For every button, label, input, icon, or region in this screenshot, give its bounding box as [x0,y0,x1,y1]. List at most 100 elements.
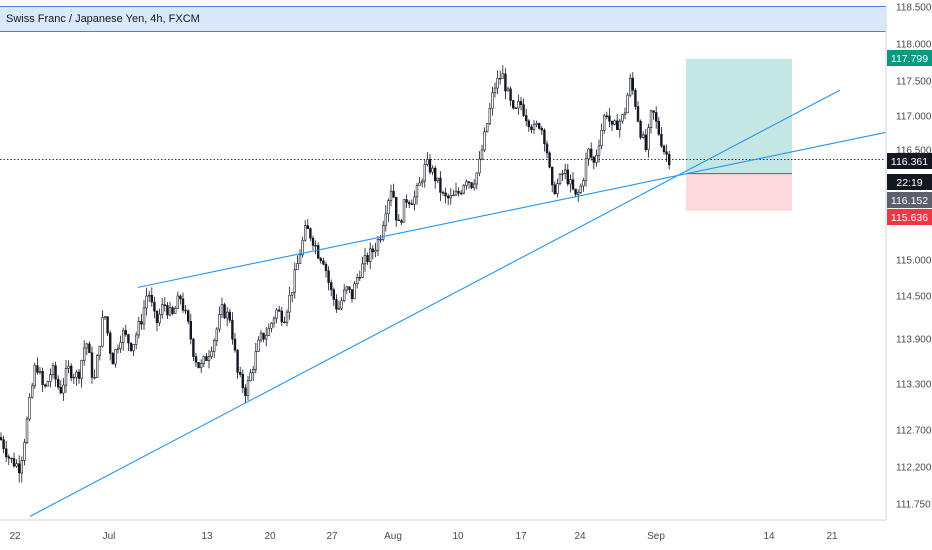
candle-body [449,195,452,199]
candle-body [641,134,645,138]
candle [600,123,603,150]
candle-body [171,307,174,314]
candle-body [316,245,320,259]
candle-body [140,321,143,325]
candle [571,172,575,191]
candle [439,171,442,202]
candle [314,240,317,255]
candle [345,285,348,294]
candle-body [478,158,481,174]
candle [194,352,198,367]
candle-body [293,269,296,293]
candle-body [2,439,5,450]
candle [662,144,666,155]
candle-body [465,181,468,186]
candle [0,432,3,441]
candle-body [249,372,252,382]
candle [262,332,265,343]
candle-body [400,220,403,223]
symbol-title: Swiss Franc / Japanese Yen, 4h, FXCM [6,13,200,25]
candle-body [202,356,205,364]
candle-body [595,154,598,163]
candle-body [210,351,213,357]
price-tick-label: 118.000 [896,40,932,51]
candle [246,375,250,401]
candle [171,306,174,316]
candle-body [605,115,609,117]
candle [124,324,128,337]
candle [17,455,21,483]
upper-trendline [137,131,887,288]
candle-body [67,365,70,369]
candle [122,327,125,351]
candle-body [327,270,330,283]
candle-body [418,182,421,186]
candle-body [639,120,642,138]
candle [311,235,315,251]
candle [537,122,541,130]
candle [207,349,211,369]
candle-body [262,332,265,340]
candle-body [389,190,393,201]
candle-body [548,152,551,168]
candle [272,316,276,328]
candle [72,373,76,384]
candle-body [483,131,486,151]
candle-body [361,263,364,278]
candle [540,126,544,135]
candle-body [662,145,666,153]
candle [306,219,309,229]
candle [657,117,661,136]
candle-body [506,88,510,92]
candle-body [337,307,341,310]
candle-body [433,167,437,182]
candle [132,344,135,357]
candle [231,312,234,345]
candle [407,200,411,209]
time-tick-label: 22 [9,531,21,542]
candle-body [381,225,385,240]
candle-body [129,342,133,351]
candle-body [415,185,419,198]
candle-body [467,181,471,183]
candle [420,178,424,188]
candle [54,361,57,387]
candle [20,456,23,483]
candle [615,114,619,130]
candle-body [623,112,627,115]
candle-body [137,321,140,336]
candle-body [56,378,60,388]
candle [462,183,465,195]
candle [579,183,583,194]
entry-tag: 116.152 [887,192,932,208]
candle [405,194,408,208]
candle [174,305,177,314]
candle-body [233,338,237,351]
candle [608,108,611,128]
countdown-tag-label: 22:19 [896,177,922,189]
candle-body [15,463,18,467]
candle-body [288,294,291,313]
candle [145,287,148,316]
candle-body [423,164,426,182]
candle [285,309,289,327]
candle-body [64,368,68,386]
candle [228,309,231,323]
price-tick-label: 111.750 [896,500,931,511]
candle-body [17,463,21,474]
candle-body [38,371,42,373]
candle [236,348,239,379]
candle [350,289,354,303]
candle [491,86,494,116]
candle-body [428,159,432,173]
candle [288,286,291,320]
candle-body [540,128,544,131]
candle-body [530,126,533,131]
candle-body [85,343,89,349]
candle [301,236,304,258]
candle [636,101,640,123]
candle-body [200,363,203,369]
candle [77,368,81,384]
